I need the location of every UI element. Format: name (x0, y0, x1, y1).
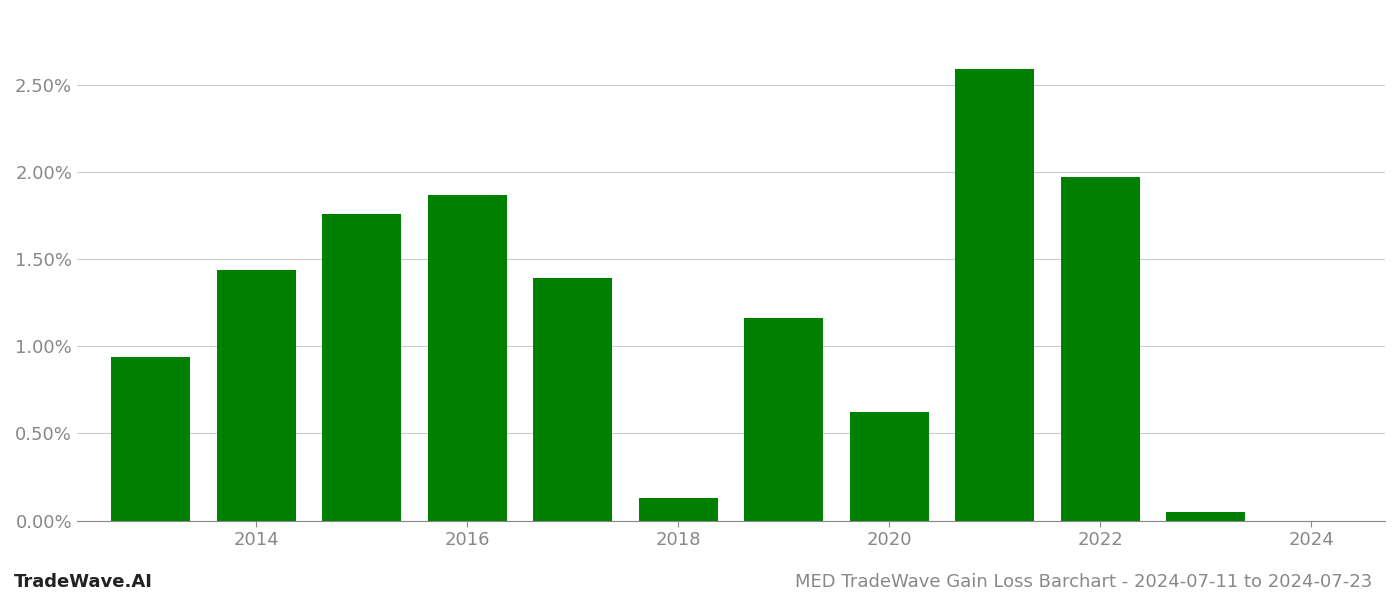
Bar (745, 319, 823, 521)
Text: TradeWave.AI: TradeWave.AI (14, 573, 153, 591)
Bar (217, 269, 295, 521)
Bar (638, 498, 718, 521)
Text: MED TradeWave Gain Loss Barchart - 2024-07-11 to 2024-07-23: MED TradeWave Gain Loss Barchart - 2024-… (795, 573, 1372, 591)
Bar (1061, 177, 1140, 521)
Bar (111, 357, 190, 521)
Bar (850, 412, 928, 521)
Bar (428, 194, 507, 521)
Bar (1166, 512, 1245, 521)
Bar (533, 278, 612, 521)
Bar (955, 69, 1035, 521)
Bar (322, 214, 402, 521)
